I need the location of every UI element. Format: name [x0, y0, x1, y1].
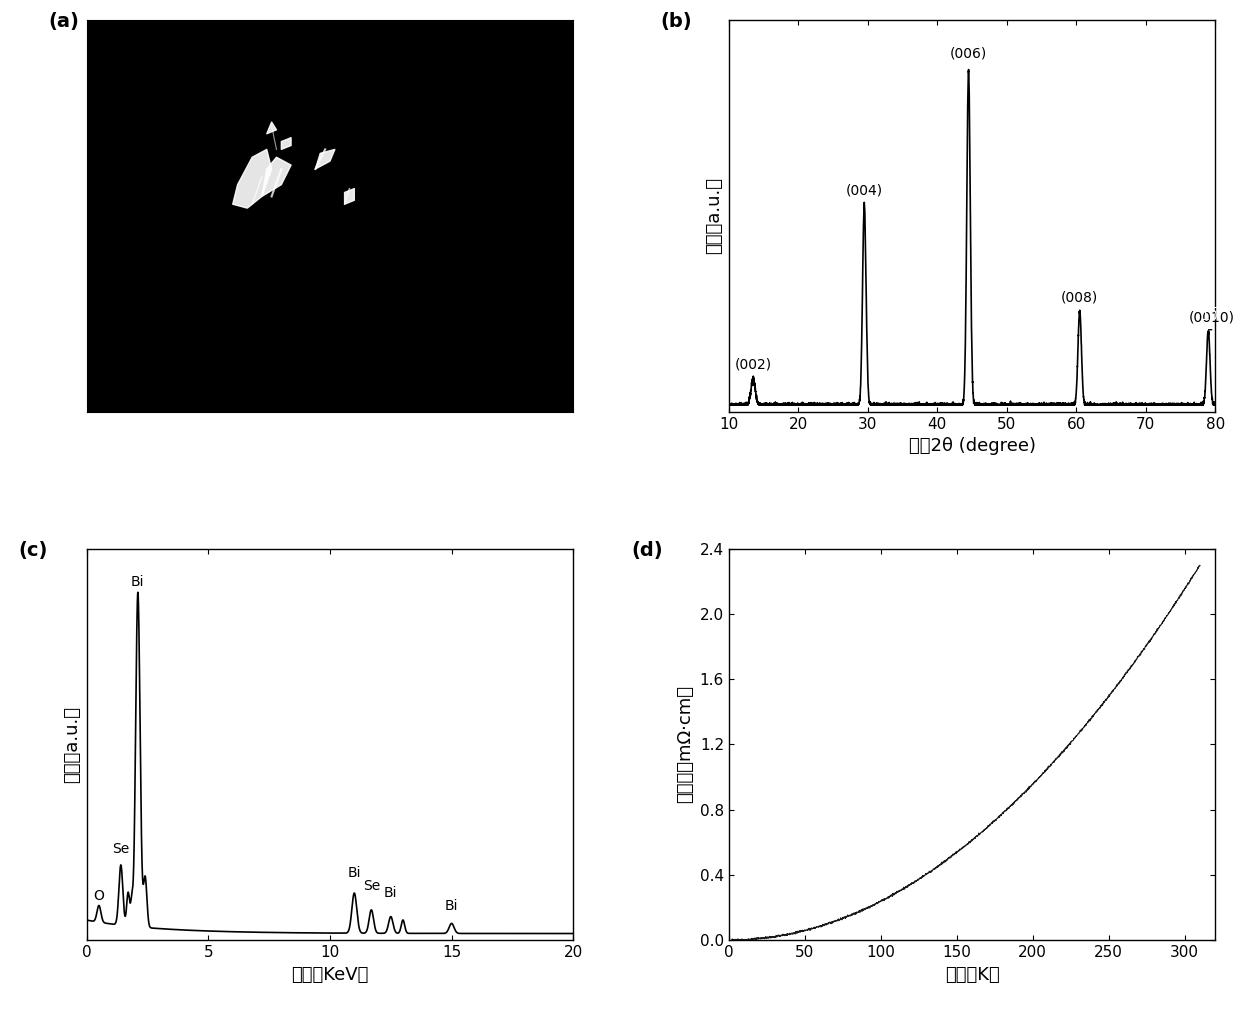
X-axis label: 能量（KeV）: 能量（KeV） — [291, 966, 368, 984]
X-axis label: 温度（K）: 温度（K） — [945, 966, 999, 984]
Text: Bi: Bi — [445, 899, 459, 913]
Text: (002): (002) — [734, 357, 771, 371]
Text: (c): (c) — [19, 541, 48, 560]
Text: (006): (006) — [950, 47, 987, 60]
Text: (d): (d) — [631, 541, 663, 560]
Text: (008): (008) — [1061, 290, 1099, 304]
Text: (0010): (0010) — [1189, 310, 1235, 325]
Y-axis label: 电阵率（mΩ·cm）: 电阵率（mΩ·cm） — [676, 685, 694, 804]
Text: (004): (004) — [846, 183, 883, 197]
Text: (b): (b) — [661, 12, 692, 31]
Y-axis label: 强度（a.u.）: 强度（a.u.） — [63, 706, 82, 783]
Text: Se: Se — [113, 842, 129, 856]
Text: Bi: Bi — [347, 865, 361, 880]
Text: Bi: Bi — [131, 574, 145, 588]
Text: Bi: Bi — [384, 886, 398, 900]
Text: (a): (a) — [48, 12, 79, 31]
Text: Se: Se — [363, 879, 379, 893]
X-axis label: 角剥2θ (degree): 角剥2θ (degree) — [909, 437, 1035, 455]
Text: O: O — [93, 889, 104, 903]
Text: $\mathregular{\overline{10}}$: $\mathregular{\overline{10}}$ — [1199, 306, 1219, 325]
Y-axis label: 强度（a.u.）: 强度（a.u.） — [706, 178, 723, 255]
